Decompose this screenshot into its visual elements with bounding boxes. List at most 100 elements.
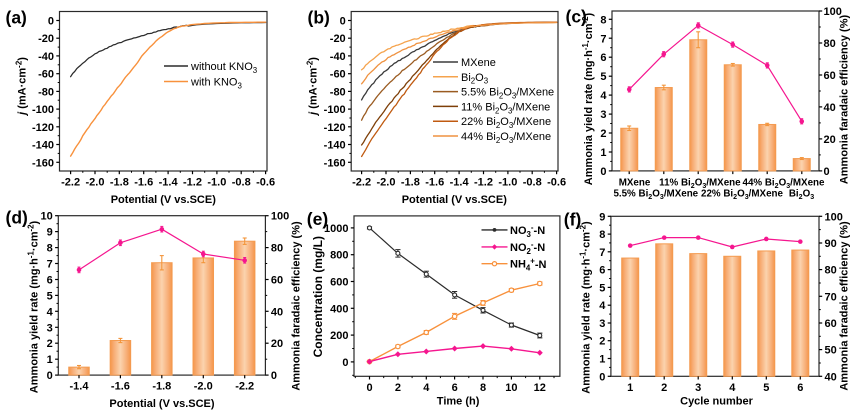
svg-text:40: 40 (824, 102, 836, 114)
svg-text:(b): (b) (308, 7, 330, 27)
svg-text:8: 8 (599, 229, 605, 241)
svg-text:(a): (a) (6, 7, 27, 27)
svg-text:0: 0 (599, 371, 605, 383)
svg-text:-160: -160 (32, 157, 54, 169)
svg-text:20: 20 (824, 134, 836, 146)
svg-text:-100: -100 (32, 104, 54, 116)
svg-text:NH4+-N: NH4+-N (510, 257, 547, 273)
svg-text:11% Bi2O3/MXene: 11% Bi2O3/MXene (461, 101, 550, 115)
svg-text:-2.0: -2.0 (376, 177, 395, 189)
svg-text:44% Bi2O3/MXene: 44% Bi2O3/MXene (461, 131, 551, 145)
svg-text:with KNO3: with KNO3 (190, 77, 242, 91)
svg-text:-1.2: -1.2 (183, 177, 202, 189)
svg-text:-1.0: -1.0 (498, 177, 517, 189)
svg-text:9: 9 (599, 211, 605, 223)
svg-text:2: 2 (47, 338, 53, 350)
svg-text:2: 2 (395, 382, 401, 394)
svg-text:1: 1 (47, 354, 53, 366)
svg-text:6: 6 (452, 382, 458, 394)
svg-text:70: 70 (825, 291, 837, 303)
svg-text:2: 2 (600, 128, 606, 140)
svg-text:100: 100 (271, 211, 289, 223)
svg-text:6: 6 (797, 382, 803, 394)
svg-text:80: 80 (824, 38, 836, 50)
svg-text:-60: -60 (38, 69, 54, 81)
svg-text:22% Bi2O3/MXene: 22% Bi2O3/MXene (461, 116, 551, 130)
svg-text:2: 2 (599, 336, 605, 348)
svg-text:-1.8: -1.8 (110, 177, 129, 189)
svg-text:-40: -40 (38, 51, 54, 63)
svg-text:3: 3 (600, 109, 606, 121)
svg-text:8: 8 (600, 14, 606, 26)
svg-text:-80: -80 (330, 86, 346, 98)
svg-text:0: 0 (271, 370, 277, 382)
svg-text:-1.4: -1.4 (450, 177, 470, 189)
svg-text:Bi2O3: Bi2O3 (789, 189, 814, 202)
svg-text:-2.0: -2.0 (85, 177, 104, 189)
svg-text:-1.4: -1.4 (159, 177, 179, 189)
svg-text:Ammonia faradaic efficiency (%: Ammonia faradaic efficiency (%) (839, 15, 851, 185)
svg-text:-100: -100 (324, 104, 346, 116)
svg-text:0: 0 (600, 166, 606, 178)
svg-text:-140: -140 (324, 140, 346, 152)
svg-text:-60: -60 (330, 69, 346, 81)
svg-text:0: 0 (366, 382, 372, 394)
svg-text:0: 0 (824, 166, 830, 178)
svg-text:without KNO3: without KNO3 (190, 61, 258, 75)
svg-text:1: 1 (627, 382, 633, 394)
svg-text:Ammonia yield rate (mg·h-1·cm: Ammonia yield rate (mg·h-1·cm-2) (26, 220, 40, 393)
svg-text:j (mA·cm-2): j (mA·cm-2) (14, 57, 28, 117)
svg-text:60: 60 (271, 274, 283, 286)
svg-text:80: 80 (825, 265, 837, 277)
svg-text:-1.8: -1.8 (152, 381, 171, 393)
svg-text:4: 4 (599, 300, 606, 312)
svg-text:-0.6: -0.6 (547, 177, 566, 189)
svg-text:-160: -160 (324, 157, 346, 169)
svg-text:Ammonia faradaic efficiency (%: Ammonia faradaic efficiency (%) (839, 221, 851, 391)
svg-text:Time (h): Time (h) (437, 396, 480, 408)
svg-text:0: 0 (342, 357, 348, 369)
svg-text:44% Bi2O3/MXene: 44% Bi2O3/MXene (743, 178, 826, 191)
svg-text:3: 3 (695, 382, 701, 394)
svg-text:Potential (V vs.SCE): Potential (V vs.SCE) (111, 194, 216, 206)
svg-text:7: 7 (600, 33, 606, 45)
svg-text:20: 20 (271, 338, 283, 350)
svg-text:NO2--N: NO2--N (510, 240, 545, 256)
svg-text:NO3--N: NO3--N (510, 223, 545, 239)
svg-text:j (mA·cm-2): j (mA·cm-2) (305, 57, 319, 117)
svg-text:-1.6: -1.6 (134, 177, 153, 189)
svg-text:100: 100 (825, 211, 843, 223)
svg-text:Concentration (mg/L): Concentration (mg/L) (311, 236, 325, 357)
svg-text:-1.4: -1.4 (70, 381, 90, 393)
svg-text:40: 40 (271, 306, 283, 318)
svg-text:Ammonia faradaic efficiency (%: Ammonia faradaic efficiency (%) (291, 221, 303, 391)
svg-text:-2.2: -2.2 (352, 177, 371, 189)
svg-text:MXene: MXene (619, 178, 651, 189)
svg-text:Potential (V vs.SCE): Potential (V vs.SCE) (402, 194, 507, 206)
svg-text:5.5% Bi2O3/MXene: 5.5% Bi2O3/MXene (461, 87, 554, 101)
svg-text:0: 0 (47, 370, 53, 382)
svg-text:40: 40 (825, 371, 837, 383)
svg-text:5: 5 (763, 382, 769, 394)
svg-text:-2.0: -2.0 (194, 381, 213, 393)
svg-text:-1.2: -1.2 (474, 177, 493, 189)
svg-text:Cycle number: Cycle number (680, 396, 753, 408)
svg-text:-2.2: -2.2 (61, 177, 80, 189)
svg-text:(f): (f) (564, 210, 581, 230)
svg-text:-2.2: -2.2 (235, 381, 254, 393)
svg-text:1: 1 (600, 147, 606, 159)
svg-text:3: 3 (599, 318, 605, 330)
svg-text:90: 90 (825, 238, 837, 250)
svg-text:10: 10 (41, 211, 53, 223)
svg-text:7: 7 (599, 247, 605, 259)
svg-text:11% Bi2O3/MXene: 11% Bi2O3/MXene (659, 178, 741, 191)
svg-text:-0.6: -0.6 (256, 177, 275, 189)
svg-text:Bi2O3: Bi2O3 (461, 72, 489, 86)
svg-text:400: 400 (330, 303, 348, 315)
svg-text:-1.8: -1.8 (401, 177, 420, 189)
svg-text:5: 5 (599, 282, 605, 294)
svg-text:-120: -120 (324, 122, 346, 134)
svg-text:600: 600 (330, 277, 348, 289)
svg-text:800: 800 (330, 250, 348, 262)
svg-text:4: 4 (600, 90, 607, 102)
